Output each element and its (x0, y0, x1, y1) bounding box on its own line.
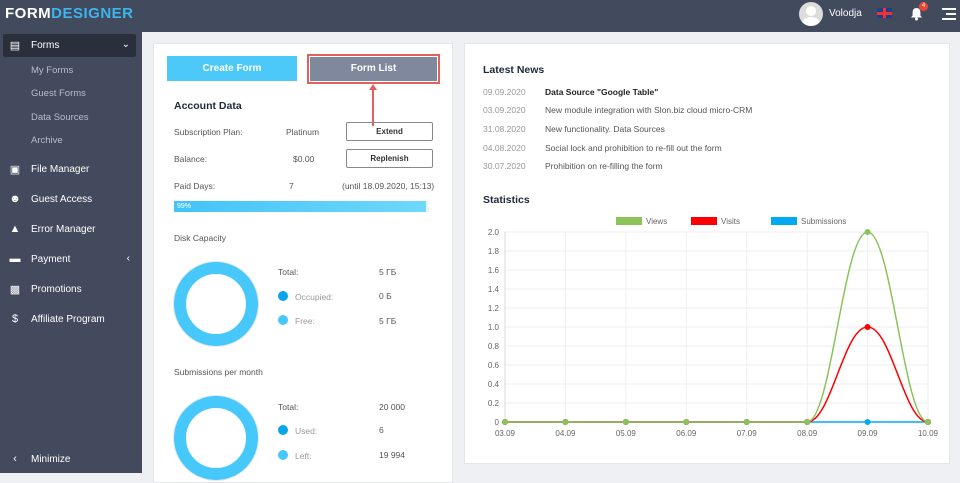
sidebar-active-bg (3, 34, 136, 57)
sidebar: ▤ Forms ⌄ My Forms Guest Forms Data Source… (0, 32, 142, 473)
disk-capacity-title: Disk Capacity (174, 233, 226, 243)
sidebar-subitem-my-forms[interactable]: My Forms (31, 65, 74, 76)
news-date: 03.09.2020 (483, 105, 526, 115)
sidebar-item-payment[interactable]: ▬ Payment ‹ (9, 253, 131, 265)
submissions-donut-chart (174, 396, 258, 480)
paid-days-label: Paid Days: (174, 181, 216, 191)
news-link[interactable]: Prohibition on re-filling the form (545, 161, 663, 171)
warning-icon: ▲ (9, 223, 21, 235)
replenish-button[interactable]: Replenish (346, 149, 433, 168)
news-link[interactable]: New functionality. Data Sources (545, 124, 665, 134)
progress-fill: 99% (174, 201, 427, 212)
news-date: 30.07.2020 (483, 161, 526, 171)
sidebar-item-file-manager[interactable]: ▣ File Manager (9, 164, 90, 176)
subs-total-label: Total: (278, 402, 299, 412)
subs-used-value: 6 (379, 425, 384, 435)
news-date: 04.08.2020 (483, 143, 526, 153)
account-data-title: Account Data (174, 100, 242, 112)
sidebar-item-guest-access[interactable]: ☻ Guest Access (9, 193, 93, 205)
occupied-legend-dot (278, 291, 288, 301)
minimize-button[interactable]: ‹ Minimize (0, 450, 142, 470)
disk-occupied-value: 0 Б (379, 291, 392, 301)
latest-news-title: Latest News (483, 64, 545, 76)
submissions-title: Submissions per month (174, 367, 263, 377)
paid-until: (until 18.09.2020, 15:13) (342, 181, 435, 191)
plan-label: Subscription Plan: (174, 127, 243, 137)
sidebar-item-label: Forms (31, 40, 60, 51)
uk-flag-icon[interactable] (877, 8, 892, 18)
sidebar-subitem-guest-forms[interactable]: Guest Forms (31, 88, 86, 99)
sidebar-subitem-archive[interactable]: Archive (31, 135, 63, 146)
avatar[interactable] (799, 2, 823, 26)
annotation-arrow (372, 88, 374, 126)
logo-text-designer: DESIGNER (51, 5, 134, 22)
disk-free-label: Free: (295, 316, 315, 326)
disk-occupied-label: Occupied: (295, 292, 334, 302)
sidebar-item-promotions[interactable]: ▩ Promotions (9, 284, 82, 296)
sidebar-item-error-manager[interactable]: ▲ Error Manager (9, 223, 96, 235)
extend-button[interactable]: Extend (346, 122, 433, 141)
disk-total-value: 5 ГБ (379, 267, 397, 277)
gift-icon: ▩ (9, 284, 21, 296)
forms-icon: ▤ (9, 40, 21, 52)
free-legend-dot (278, 315, 288, 325)
annotation-arrow-head (369, 84, 377, 90)
sidebar-subitem-data-sources[interactable]: Data Sources (31, 112, 89, 123)
statistics-title: Statistics (483, 194, 530, 206)
folder-icon: ▣ (9, 164, 21, 176)
form-list-button[interactable]: Form List (307, 54, 440, 84)
news-link[interactable]: Data Source "Google Table" (545, 87, 659, 97)
notification-badge: 4 (919, 2, 928, 11)
sidebar-item-affiliate-program[interactable]: $ Affiliate Program (0, 310, 142, 330)
card-icon: ▬ (9, 253, 21, 265)
used-legend-dot (278, 425, 288, 435)
balance-value: $0.00 (293, 154, 315, 164)
disk-free-value: 5 ГБ (379, 316, 397, 326)
left-legend-dot (278, 450, 288, 460)
user-name[interactable]: Volodja (829, 8, 862, 19)
form-list-label: Form List (310, 57, 437, 81)
subs-used-label: Used: (295, 426, 318, 436)
logo[interactable]: FORMDESIGNER (5, 5, 134, 22)
subs-left-label: Left: (295, 451, 312, 461)
news-link[interactable]: New module integration with Slon.biz clo… (545, 105, 753, 115)
menu-icon[interactable] (942, 8, 956, 23)
news-date: 31.08.2020 (483, 124, 526, 134)
dollar-icon: $ (11, 313, 19, 325)
top-header: FORMDESIGNER Volodja 4 (0, 0, 960, 32)
news-link[interactable]: Social lock and prohibition to re-fill o… (545, 143, 722, 153)
chevron-left-icon: ‹ (126, 253, 130, 264)
chevron-left-icon: ‹ (13, 453, 17, 465)
subs-left-value: 19 994 (379, 450, 405, 460)
user-circle-icon: ☻ (9, 193, 21, 205)
paid-days-progress: 99% (174, 201, 429, 212)
plan-value: Platinum (286, 127, 320, 137)
disk-donut-chart (174, 262, 258, 346)
disk-total-label: Total: (278, 267, 299, 277)
subs-total-value: 20 000 (379, 402, 405, 412)
logo-text-form: FORM (5, 5, 52, 22)
balance-label: Balance: (174, 154, 208, 164)
chevron-down-icon: ⌄ (121, 39, 130, 50)
create-form-button[interactable]: Create Form (167, 56, 297, 81)
paid-days-value: 7 (289, 181, 294, 191)
sidebar-item-forms[interactable]: ▤ Forms ⌄ (0, 36, 142, 56)
news-date: 09.09.2020 (483, 87, 526, 97)
bell-icon[interactable] (910, 7, 923, 21)
